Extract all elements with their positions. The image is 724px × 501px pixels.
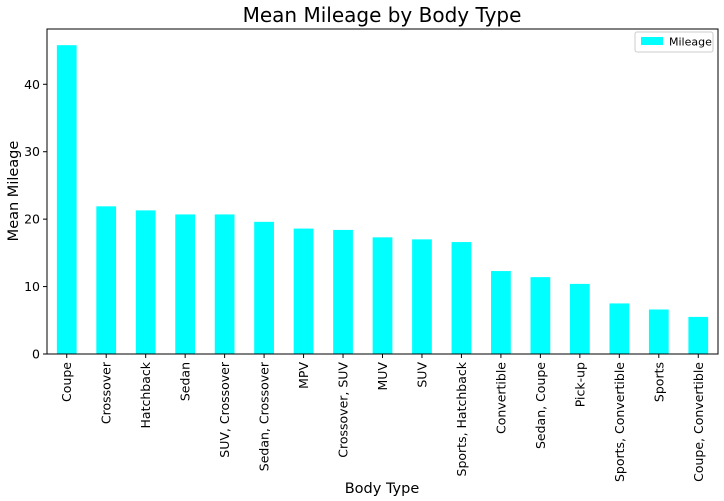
x-tick-label: Sports (651, 362, 666, 402)
y-tick-label: 0 (32, 347, 40, 362)
x-tick-label: Coupe, Convertible (691, 362, 706, 482)
y-axis-title: Mean Mileage (6, 141, 22, 242)
bar (688, 316, 709, 354)
x-tick-label: MPV (296, 362, 311, 389)
legend-swatch (641, 37, 663, 45)
bar (293, 228, 314, 354)
bar (412, 239, 432, 354)
x-tick-label: Crossover (99, 361, 114, 424)
y-tick-label: 10 (24, 279, 40, 294)
plot-frame (46, 28, 719, 355)
bars-group (56, 45, 709, 355)
bar (372, 237, 393, 354)
y-axis: 0 10 20 30 40 (24, 77, 47, 362)
x-tick-label: SUV, Crossover (217, 361, 232, 458)
x-tick-label: Convertible (493, 362, 508, 434)
bar (96, 206, 117, 354)
x-axis-title: Body Type (345, 481, 420, 497)
bar (530, 277, 551, 354)
x-tick-label: Pick-up (572, 362, 587, 407)
x-tick-label: Sedan, Crossover (257, 361, 272, 471)
bar (609, 303, 630, 354)
bar (491, 271, 511, 354)
x-tick-label: Sedan (178, 362, 193, 401)
x-axis: Coupe Crossover Hatchback Sedan SUV, Crossov… (59, 354, 706, 482)
y-tick-label: 30 (24, 144, 40, 159)
bar (569, 283, 590, 354)
legend-label: Mileage (669, 36, 712, 49)
bar (175, 214, 196, 354)
x-tick-label: Coupe (59, 362, 74, 402)
bar (135, 210, 156, 354)
bar (214, 214, 235, 354)
y-tick-label: 40 (24, 77, 40, 92)
x-tick-label: MUV (375, 362, 390, 391)
x-tick-label: Crossover, SUV (336, 362, 351, 458)
x-tick-label: Sports, Hatchback (454, 361, 469, 476)
chart-title: Mean Mileage by Body Type (243, 3, 522, 27)
bar (451, 242, 472, 354)
x-tick-label: SUV (414, 362, 429, 388)
y-tick-label: 20 (24, 212, 40, 227)
bar (333, 229, 353, 354)
bar (254, 221, 274, 354)
bar (56, 45, 77, 355)
bar (648, 309, 669, 354)
legend: Mileage (634, 31, 714, 53)
x-tick-label: Sports, Convertible (612, 362, 627, 482)
x-tick-label: Hatchback (138, 361, 153, 428)
x-tick-label: Sedan, Coupe (533, 362, 548, 449)
